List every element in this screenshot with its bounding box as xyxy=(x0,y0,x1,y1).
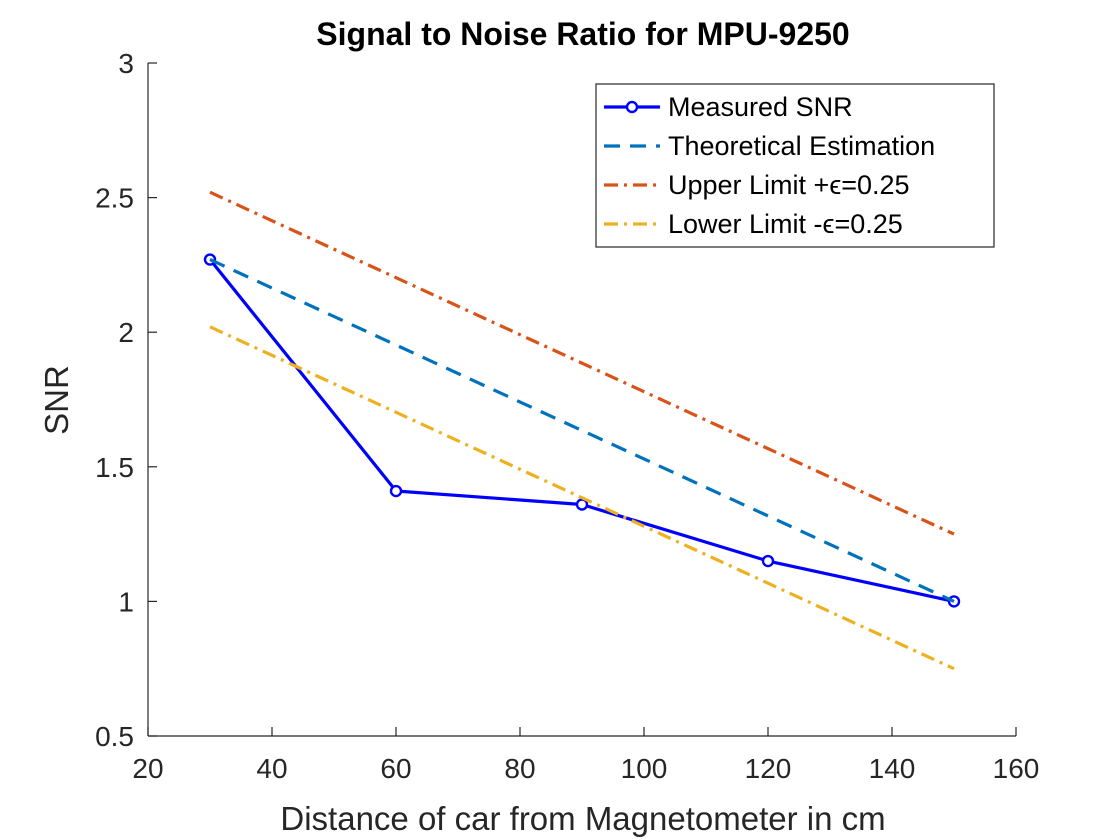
legend: Measured SNR Theoretical Estimation Upper … xyxy=(595,83,995,248)
legend-label-0: Measured SNR xyxy=(668,92,853,122)
x-tick-label: 60 xyxy=(380,753,411,784)
x-tick-label: 120 xyxy=(745,753,792,784)
x-tick-label: 140 xyxy=(869,753,916,784)
x-tick-label: 80 xyxy=(504,753,535,784)
legend-label-3: Lower Limit -ϵ=0.25 xyxy=(668,209,903,239)
y-tick-label: 3 xyxy=(118,48,134,79)
series-line-3 xyxy=(209,325,955,671)
x-tick-label: 100 xyxy=(621,753,668,784)
chart-title: Signal to Noise Ratio for MPU-9250 xyxy=(316,16,849,52)
axes: 20 40 60 80 100 120 140 160 0.5 1 1.5 2 2.5 3 xyxy=(95,48,1039,784)
y-axis-label: SNR xyxy=(38,365,75,435)
y-tick-label: 0.5 xyxy=(95,721,134,752)
series-layer xyxy=(203,190,961,671)
legend-box xyxy=(595,83,995,248)
x-tick-label: 40 xyxy=(256,753,287,784)
x-tick-label: 160 xyxy=(993,753,1040,784)
data-point xyxy=(761,554,775,568)
legend-marker xyxy=(625,100,639,114)
y-tick-label: 2 xyxy=(118,317,134,348)
y-tick-label: 1.5 xyxy=(95,452,134,483)
x-axis-label: Distance of car from Magnetometer in cm xyxy=(280,800,885,837)
series-line-1 xyxy=(209,258,955,603)
data-point xyxy=(389,484,403,498)
legend-label-2: Upper Limit +ϵ=0.25 xyxy=(668,170,910,200)
series-line-2 xyxy=(209,190,955,536)
y-tick-label: 1 xyxy=(118,586,134,617)
x-tick-label: 20 xyxy=(132,753,163,784)
y-tick-label: 2.5 xyxy=(95,183,134,214)
legend-label-1: Theoretical Estimation xyxy=(668,131,935,161)
